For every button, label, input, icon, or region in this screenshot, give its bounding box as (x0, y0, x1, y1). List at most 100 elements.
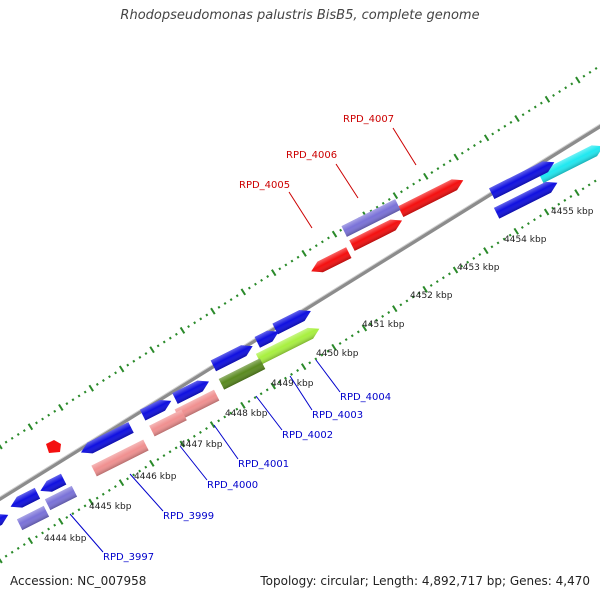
gene-arrow-shade (140, 399, 172, 421)
tick-mark (338, 341, 342, 345)
tick-mark (53, 523, 57, 527)
tick-mark (22, 429, 26, 433)
gene-labels: RPD_4007 RPD_4006 RPD_4005 RPD_4004 RPD_4003… (69, 114, 417, 563)
tick-mark (558, 90, 562, 94)
tick-mark (240, 401, 246, 409)
gene-label-rpd-4003: RPD_4003 (312, 410, 363, 421)
tick-mark (581, 187, 585, 191)
tick-mark (235, 407, 239, 411)
tick-mark (521, 113, 525, 117)
tick-mark (526, 222, 530, 226)
tick-mark (174, 332, 178, 336)
gene-arrow-shade (0, 513, 9, 527)
tick-mark (4, 554, 8, 558)
tick-mark (429, 283, 433, 287)
tick-mark (95, 496, 99, 500)
tick-mark (205, 427, 208, 430)
gene-arrow-shade (349, 219, 403, 251)
gene-arrow (493, 181, 558, 219)
tick-mark (179, 440, 185, 448)
tick-mark (270, 382, 277, 390)
genome-title: Rhodopseudomonas palustris BisB5, comple… (120, 8, 480, 23)
tick-mark (58, 517, 64, 525)
tick-mark (483, 247, 489, 255)
tick-mark (527, 109, 531, 113)
tick-mark (132, 359, 136, 363)
kbp-label: 4446 kbp (134, 472, 177, 482)
tick-mark (350, 334, 354, 338)
tick-mark (593, 179, 597, 183)
tick-mark (508, 233, 512, 237)
tick-mark (47, 527, 51, 531)
kbp-label: 4451 kbp (362, 320, 405, 330)
kbp-label: 4452 kbp (410, 291, 453, 301)
leader-line-rpd-3997 (69, 513, 104, 553)
gene-block-shade (149, 409, 187, 437)
tick-mark (448, 159, 452, 163)
tick-mark (539, 214, 542, 218)
tick-mark (466, 147, 470, 151)
gene-arrow-shade (398, 179, 464, 218)
kbp-label: 4445 kbp (89, 502, 132, 512)
tick-mark (563, 198, 567, 202)
leader-line-rpd-4007 (392, 127, 417, 166)
tick-mark (156, 344, 160, 348)
tick-mark (405, 299, 409, 303)
tick-mark (594, 67, 598, 70)
tick-mark (533, 218, 536, 222)
tick-mark (27, 423, 34, 431)
gene-label-rpd-4002: RPD_4002 (282, 430, 333, 441)
gene-arrow-shade (172, 380, 209, 404)
tick-mark (473, 144, 476, 147)
tick-mark (327, 236, 330, 240)
tick-mark (198, 430, 202, 434)
kbp-label: 4444 kbp (44, 534, 87, 544)
tick-mark (344, 338, 348, 342)
tick-mark (387, 311, 391, 314)
gene-block (174, 389, 220, 421)
tick-mark (400, 190, 403, 194)
leader-line-rpd-4004 (315, 359, 341, 393)
tick-mark (65, 516, 69, 519)
gene-block-shade (16, 505, 50, 531)
leader-line-rpd-4002 (255, 395, 283, 431)
tick-mark (209, 421, 216, 429)
gene-arrow (172, 380, 209, 404)
tick-mark (35, 535, 38, 539)
gene-arrow (254, 330, 279, 348)
tick-mark (460, 151, 464, 155)
tick-mark (296, 369, 300, 372)
tick-mark (247, 399, 251, 403)
leader-line-rpd-4001 (213, 424, 239, 460)
tick-mark (339, 228, 343, 232)
tick-mark (483, 134, 490, 142)
tick-mark (331, 230, 338, 238)
tick-mark (460, 264, 464, 268)
tick-mark (77, 394, 81, 398)
tick-mark (551, 206, 555, 210)
gene-arrow (311, 247, 352, 273)
tick-mark (277, 380, 281, 384)
tick-mark (138, 469, 142, 473)
leader-line-rpd-4000 (179, 445, 208, 481)
tick-mark (320, 353, 324, 357)
tick-mark (217, 419, 221, 423)
tick-mark (118, 365, 125, 373)
gene-arrow (40, 473, 67, 492)
gene-arrow-shade (489, 161, 555, 200)
tick-mark (205, 313, 209, 317)
tick-mark (411, 295, 415, 299)
tick-mark (574, 189, 580, 197)
gene-label-rpd-4006: RPD_4006 (286, 150, 337, 161)
tick-mark (88, 384, 94, 392)
tick-mark (77, 508, 81, 512)
tick-mark (114, 371, 118, 375)
gene-arrow (210, 345, 253, 372)
tick-mark (453, 153, 459, 161)
tick-mark (229, 298, 233, 302)
tick-mark (570, 82, 574, 86)
tick-mark (588, 70, 592, 74)
tick-mark (179, 326, 186, 334)
gene-arrow-shade (40, 473, 67, 492)
